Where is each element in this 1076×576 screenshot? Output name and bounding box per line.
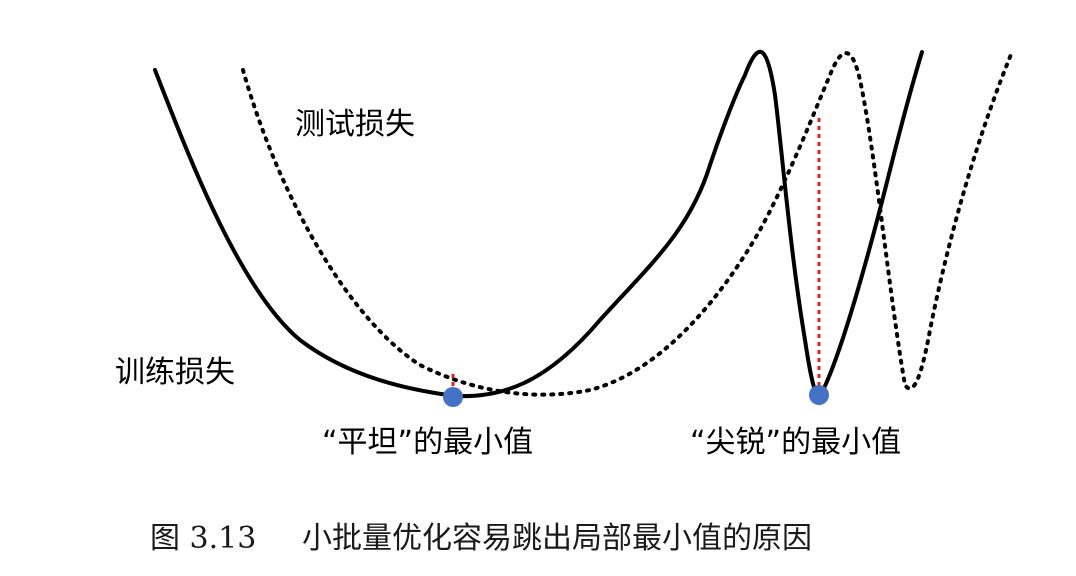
sharp-minimum-point xyxy=(809,385,829,405)
flat-minimum-point xyxy=(443,387,463,407)
sharp-minimum-label: “尖锐”的最小值 xyxy=(690,425,901,460)
flat-minimum-label: “平坦”的最小值 xyxy=(322,425,533,460)
test-loss-label: 测试损失 xyxy=(295,107,415,142)
train-loss-curve xyxy=(153,49,924,399)
train-loss-label: 训练损失 xyxy=(115,355,235,390)
figure-caption-number: 图 3.13 xyxy=(150,521,256,556)
figure-caption-text: 小批量优化容易跳出局部最小值的原因 xyxy=(302,521,812,556)
test-loss-curve xyxy=(241,50,1014,397)
